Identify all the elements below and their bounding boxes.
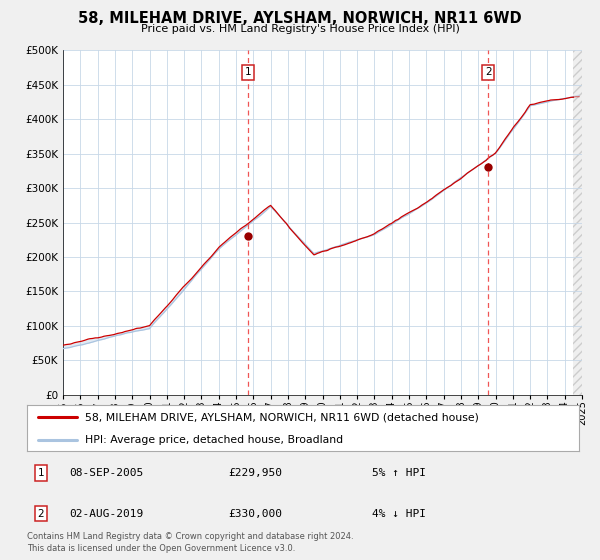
Text: 2: 2: [485, 67, 491, 77]
Text: HPI: Average price, detached house, Broadland: HPI: Average price, detached house, Broa…: [85, 435, 343, 445]
Text: £229,950: £229,950: [228, 468, 282, 478]
Text: Price paid vs. HM Land Registry's House Price Index (HPI): Price paid vs. HM Land Registry's House …: [140, 24, 460, 34]
Text: 58, MILEHAM DRIVE, AYLSHAM, NORWICH, NR11 6WD: 58, MILEHAM DRIVE, AYLSHAM, NORWICH, NR1…: [78, 11, 522, 26]
Text: 5% ↑ HPI: 5% ↑ HPI: [372, 468, 426, 478]
Text: Contains HM Land Registry data © Crown copyright and database right 2024.
This d: Contains HM Land Registry data © Crown c…: [27, 533, 353, 553]
Text: 08-SEP-2005: 08-SEP-2005: [69, 468, 143, 478]
Bar: [574, 50, 582, 395]
Text: 2: 2: [37, 508, 44, 519]
Text: 02-AUG-2019: 02-AUG-2019: [69, 508, 143, 519]
Text: £330,000: £330,000: [228, 508, 282, 519]
Text: 58, MILEHAM DRIVE, AYLSHAM, NORWICH, NR11 6WD (detached house): 58, MILEHAM DRIVE, AYLSHAM, NORWICH, NR1…: [85, 412, 479, 422]
Text: 1: 1: [37, 468, 44, 478]
Text: 4% ↓ HPI: 4% ↓ HPI: [372, 508, 426, 519]
Text: 1: 1: [245, 67, 251, 77]
